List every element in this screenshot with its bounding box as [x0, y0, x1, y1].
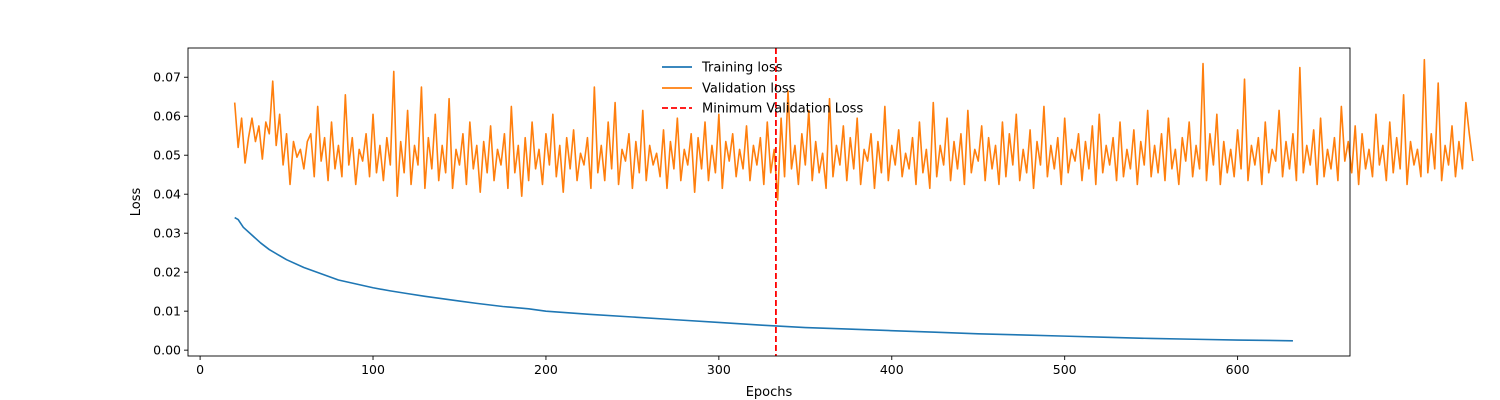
y-axis: 0.00 0.01 0.02 0.03 0.04 0.05 0.06 0.07	[153, 70, 188, 358]
y-tick-label: 0.00	[153, 343, 181, 358]
x-tick-label: 100	[361, 362, 385, 377]
series-line-validation-loss	[233, 58, 1474, 201]
legend-label-validation-loss: Validation loss	[702, 82, 796, 97]
legend-label-minimum-validation-loss: Minimum Validation Loss	[702, 102, 863, 117]
y-tick-label: 0.07	[153, 70, 181, 85]
y-axis-label: Loss	[129, 188, 144, 217]
x-tick-label: 300	[707, 362, 731, 377]
x-tick-label: 200	[534, 362, 558, 377]
x-axis-label: Epochs	[746, 385, 793, 400]
series-line-training-loss	[234, 216, 1293, 342]
legend: Training loss Validation loss Minimum Va…	[662, 61, 863, 117]
y-tick-label: 0.02	[153, 265, 181, 280]
y-tick-label: 0.06	[153, 109, 181, 124]
y-tick-label: 0.03	[153, 226, 181, 241]
x-axis: 0 100 200 300 400 500 600	[196, 356, 1250, 377]
x-tick-label: 600	[1226, 362, 1250, 377]
x-tick-label: 0	[196, 362, 204, 377]
legend-label-training-loss: Training loss	[701, 61, 783, 76]
x-tick-label: 400	[880, 362, 904, 377]
y-tick-label: 0.05	[153, 148, 181, 163]
y-tick-label: 0.01	[153, 304, 181, 319]
plot-frame	[187, 47, 1351, 357]
x-tick-label: 500	[1053, 362, 1077, 377]
y-tick-label: 0.04	[153, 187, 181, 202]
